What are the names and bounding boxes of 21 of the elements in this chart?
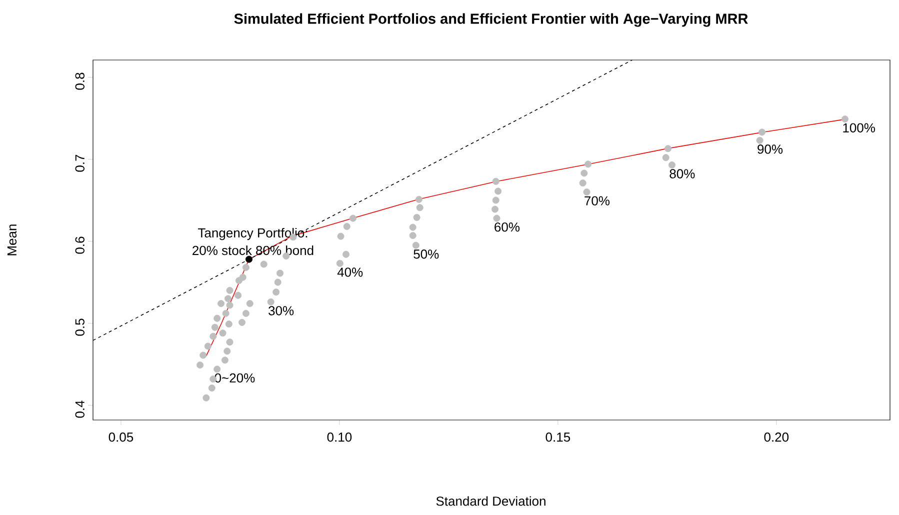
y-tick-label: 0.4 [75, 400, 84, 418]
x-tick-label: 0.05 [108, 432, 134, 442]
y-tick-label: 0.5 [75, 318, 84, 336]
annotation: 70% [584, 196, 610, 206]
x-axis-title: Standard Deviation [436, 496, 546, 506]
annotation: 80% [670, 169, 695, 178]
y-tick-label: 0.7 [75, 154, 84, 172]
x-tick-label: 0.20 [764, 432, 789, 442]
y-tick-label: 0.8 [75, 72, 84, 90]
y-axis-title: Mean [7, 224, 17, 256]
annotation: 40% [337, 268, 363, 277]
chart-title: Simulated Efficient Portfolios and Efficient Frontier with Age−Varying MRR [234, 13, 748, 27]
x-tick-label: 0.10 [327, 432, 352, 442]
x-tick-label: 0.15 [546, 432, 570, 442]
annotation: 50% [414, 250, 439, 259]
y-tick-label: 0.6 [75, 236, 84, 254]
annotation: 60% [494, 222, 520, 232]
annotation: 30% [268, 306, 294, 316]
annotation: 90% [758, 144, 783, 154]
annotation: 0~20% [214, 373, 255, 383]
annotation: 100% [843, 123, 875, 132]
